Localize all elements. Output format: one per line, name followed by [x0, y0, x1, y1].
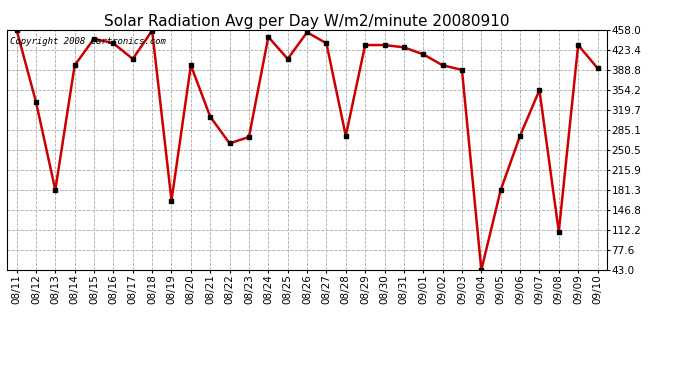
Text: Copyright 2008 Cartronics.com: Copyright 2008 Cartronics.com	[10, 37, 166, 46]
Title: Solar Radiation Avg per Day W/m2/minute 20080910: Solar Radiation Avg per Day W/m2/minute …	[104, 14, 510, 29]
